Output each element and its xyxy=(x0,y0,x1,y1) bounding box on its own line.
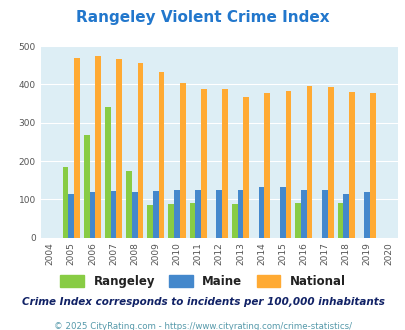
Bar xyxy=(258,187,264,238)
Bar xyxy=(147,205,153,238)
Bar xyxy=(285,91,290,238)
Bar xyxy=(62,167,68,238)
Bar xyxy=(95,56,101,238)
Bar xyxy=(90,192,95,238)
Bar xyxy=(200,89,206,238)
Text: Crime Index corresponds to incidents per 100,000 inhabitants: Crime Index corresponds to incidents per… xyxy=(21,297,384,307)
Bar xyxy=(337,203,342,238)
Bar xyxy=(321,190,327,238)
Bar xyxy=(300,190,306,238)
Bar xyxy=(174,190,179,238)
Bar xyxy=(168,204,174,238)
Bar xyxy=(264,93,269,238)
Bar xyxy=(189,203,195,238)
Bar xyxy=(243,97,248,238)
Bar xyxy=(111,191,116,238)
Bar xyxy=(348,92,354,238)
Bar xyxy=(116,59,122,238)
Bar xyxy=(363,192,369,238)
Bar xyxy=(306,85,311,238)
Bar xyxy=(179,82,185,238)
Bar xyxy=(342,194,348,238)
Bar xyxy=(105,107,111,238)
Bar xyxy=(237,190,243,238)
Bar xyxy=(327,87,333,238)
Bar xyxy=(294,203,300,238)
Bar xyxy=(126,171,132,238)
Bar xyxy=(74,58,80,238)
Legend: Rangeley, Maine, National: Rangeley, Maine, National xyxy=(57,272,348,292)
Bar xyxy=(231,204,237,238)
Text: © 2025 CityRating.com - https://www.cityrating.com/crime-statistics/: © 2025 CityRating.com - https://www.city… xyxy=(54,322,351,330)
Bar xyxy=(195,190,200,238)
Bar xyxy=(158,72,164,238)
Bar xyxy=(153,191,158,238)
Bar xyxy=(68,194,74,238)
Bar xyxy=(216,190,222,238)
Bar xyxy=(137,63,143,238)
Bar xyxy=(132,192,137,238)
Bar xyxy=(222,89,227,238)
Bar xyxy=(279,187,285,238)
Text: Rangeley Violent Crime Index: Rangeley Violent Crime Index xyxy=(76,10,329,25)
Bar xyxy=(369,92,375,238)
Bar xyxy=(83,135,90,238)
